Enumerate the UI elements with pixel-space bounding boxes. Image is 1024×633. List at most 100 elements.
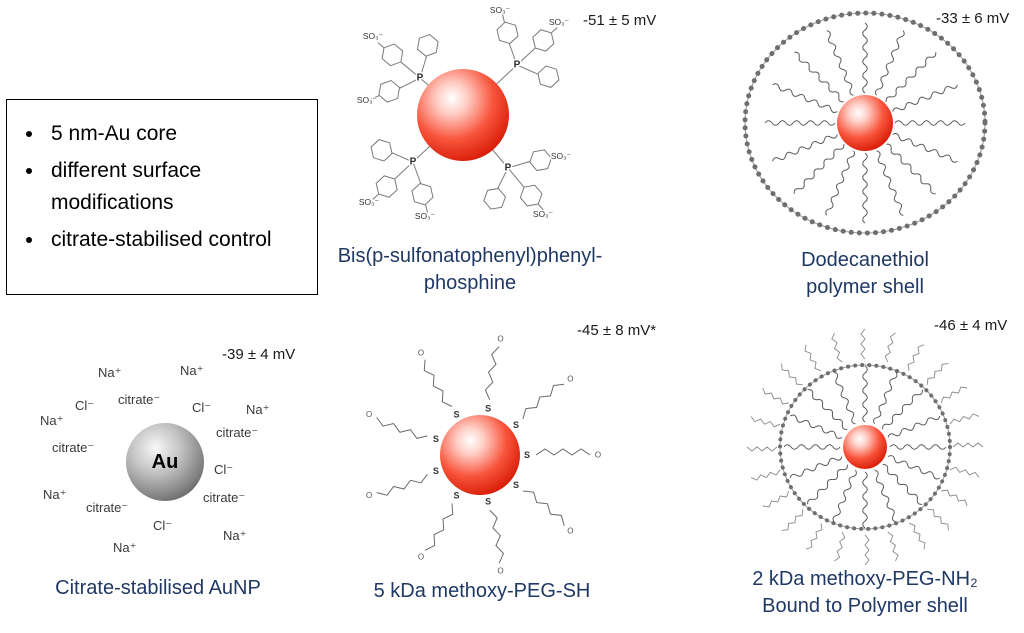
peg-chain-zigzag bbox=[908, 520, 928, 550]
citrate-ion-label: citrate⁻ bbox=[86, 500, 129, 515]
zeta-potential-label-citrate: -39 ± 4 mV bbox=[222, 346, 296, 363]
alkyl-chain-wave bbox=[824, 149, 857, 217]
sulfonate-group-label: SO₃⁻ bbox=[533, 209, 554, 219]
caption-line: Bound to Polymer shell bbox=[762, 595, 968, 617]
oxygen-atom-label: O bbox=[595, 451, 601, 460]
alkyl-chain-wave bbox=[880, 462, 925, 507]
sulfur-atom-label: S bbox=[485, 404, 491, 414]
citrate-ion-label: citrate⁻ bbox=[52, 440, 95, 455]
sodium-ion-label: Na⁺ bbox=[223, 528, 247, 543]
peg-chain-zigzag bbox=[535, 448, 591, 456]
alkyl-chain-wave bbox=[831, 370, 859, 426]
sulfur-atom-label: S bbox=[524, 450, 530, 460]
peg-chain-zigzag bbox=[781, 508, 807, 534]
sulfur-atom-label: S bbox=[433, 466, 439, 476]
alkyl-chain-wave bbox=[805, 462, 850, 507]
oxygen-atom-label: O bbox=[497, 567, 503, 575]
phosphorus-atom-labels: P P P P bbox=[408, 58, 522, 175]
sulfur-atom-label: S bbox=[433, 434, 439, 444]
gold-core-sphere: Au bbox=[126, 423, 204, 501]
peg-chain-zigzag bbox=[948, 412, 980, 425]
alkyl-chain-wave bbox=[871, 468, 899, 524]
chloride-ion-label: Cl⁻ bbox=[153, 518, 173, 533]
gold-core-sphere bbox=[417, 69, 509, 161]
citrate-ion-label: citrate⁻ bbox=[118, 392, 161, 407]
zeta-potential-label-peg-nh2: -46 ± 4 mV bbox=[934, 317, 1008, 334]
peg-chain: SO bbox=[365, 409, 440, 445]
peg-chain-zigzag bbox=[805, 522, 825, 552]
alkyl-chain-wave bbox=[880, 387, 925, 432]
gold-core-sphere bbox=[837, 95, 893, 151]
panel-caption-dodecanethiol: Dodecanethiol polymer shell bbox=[755, 247, 975, 301]
key-points-box: 5 nm-Au core different surface modificat… bbox=[6, 99, 318, 295]
chloride-ion-label: Cl⁻ bbox=[192, 400, 212, 415]
caption-line: 2 kDa methoxy-PEG-NH₂ bbox=[752, 568, 978, 590]
peg-chain-zigzag bbox=[424, 502, 458, 554]
peg-chain-zigzag bbox=[762, 490, 792, 510]
alkyl-chain-wave bbox=[886, 453, 942, 481]
sulfonate-group-label: SO₃⁻ bbox=[549, 17, 570, 27]
caption-line: Dodecanethiol bbox=[801, 249, 929, 271]
citrate-ion-label: citrate⁻ bbox=[203, 490, 246, 505]
peg-chain: SO bbox=[365, 465, 440, 501]
alkyl-chain-wave bbox=[894, 120, 966, 126]
oxygen-atom-label: O bbox=[567, 375, 573, 384]
bspp-structure-drawing: P P P P SO₃⁻ SO₃⁻ SO₃⁻ SO₃⁻ SO₃⁻ SO₃⁻ SO… bbox=[325, 0, 615, 235]
sulfonate-group-label: SO₃⁻ bbox=[415, 211, 436, 221]
alkyl-chain-wave bbox=[783, 444, 841, 450]
alkyl-chain-wave bbox=[862, 22, 868, 94]
peg-chain-zigzag bbox=[522, 485, 569, 527]
sodium-ion-label: Na⁺ bbox=[246, 402, 270, 417]
peg-chain-zigzag bbox=[833, 531, 847, 563]
caption-line: phosphine bbox=[423, 272, 517, 294]
gold-core-sphere bbox=[843, 425, 887, 469]
sulfur-atom-label: S bbox=[453, 409, 459, 419]
sulfonate-group-label: SO₃⁻ bbox=[490, 5, 511, 15]
phosphorus-atom-label: P bbox=[417, 73, 424, 84]
panel-caption-citrate: Citrate-stabilised AuNP bbox=[8, 575, 308, 602]
caption-line: Citrate-stabilised AuNP bbox=[55, 577, 261, 599]
alkyl-chain-wave bbox=[792, 142, 846, 196]
peg-chain-zigzag bbox=[864, 534, 870, 566]
oxygen-atom-label: O bbox=[418, 348, 424, 357]
phosphorus-atom-label: P bbox=[514, 60, 521, 71]
key-point-item: different surface modifications bbox=[45, 155, 311, 220]
alkyl-chain-wave bbox=[788, 413, 844, 441]
peg-chain-zigzag bbox=[489, 508, 506, 564]
sulfonate-group-label: SO₃⁻ bbox=[357, 95, 378, 105]
peg-chain: SO bbox=[483, 335, 505, 415]
zeta-potential-label-dodecanethiol: -33 ± 6 mV bbox=[936, 10, 1010, 27]
peg-chain-zigzag bbox=[860, 328, 866, 360]
panel-caption-bspp: Bis(p-sulfonatophenyl)phenyl- phosphine bbox=[295, 243, 645, 297]
chloride-ion-label: Cl⁻ bbox=[214, 462, 234, 477]
peg-chain-zigzag bbox=[483, 345, 500, 401]
key-points-list: 5 nm-Au core different surface modificat… bbox=[45, 118, 311, 256]
peg-chain-zigzag bbox=[374, 416, 428, 442]
peg-chain-zigzag bbox=[830, 332, 843, 364]
alkyl-chain-wave bbox=[891, 131, 959, 164]
peg-chain-zigzag bbox=[938, 384, 968, 404]
dodecanethiol-structure-drawing bbox=[742, 10, 988, 236]
peg-chain-zigzag bbox=[750, 469, 782, 482]
alkyl-chain-wave bbox=[884, 50, 938, 104]
sodium-ion-label: Na⁺ bbox=[180, 363, 204, 378]
peg-chain-zigzag bbox=[887, 530, 900, 562]
peg-chain-zigzag bbox=[760, 387, 790, 407]
polymer-bead-ring bbox=[742, 10, 988, 236]
oxygen-atom-label: O bbox=[418, 553, 424, 562]
sulfonate-group-label: SO₃⁻ bbox=[551, 151, 572, 161]
peg-chain-zigzag bbox=[746, 446, 778, 452]
sulfonate-group-label: SO₃⁻ bbox=[363, 31, 384, 41]
sulfur-atom-label: S bbox=[513, 420, 519, 430]
sodium-ion-label: Na⁺ bbox=[43, 487, 67, 502]
citrate-ion-label: citrate⁻ bbox=[216, 425, 259, 440]
peg-chain-zigzag bbox=[905, 342, 925, 372]
alkyl-chain-wave bbox=[764, 120, 836, 126]
oxygen-atom-label: O bbox=[497, 335, 503, 343]
peg-chain: SO bbox=[417, 347, 461, 420]
oxygen-atom-label: O bbox=[567, 526, 573, 535]
alkyl-chain-wave bbox=[871, 370, 899, 426]
alkyl-chain-wave bbox=[831, 468, 859, 524]
sodium-ion-label: Na⁺ bbox=[98, 365, 122, 380]
